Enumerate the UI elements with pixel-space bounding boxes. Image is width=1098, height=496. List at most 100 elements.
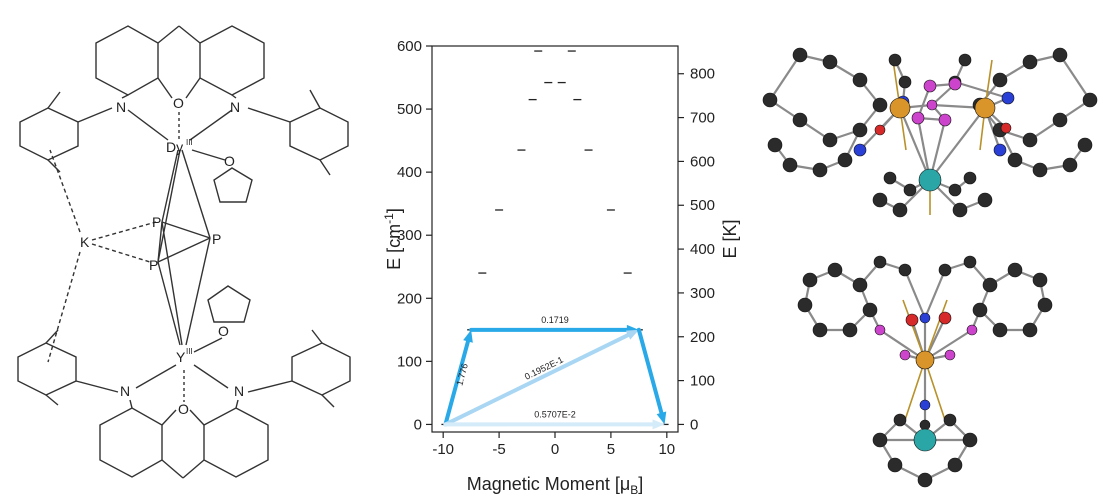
bond-stick [769, 54, 801, 101]
left-y-axis-ticks: 0 100 200 300 400 500 600 [397, 38, 432, 433]
bond [247, 380, 293, 393]
atom-labels: O N N Dy III O P P P K O Y III N N O [80, 95, 244, 417]
atom-ball [792, 112, 808, 128]
bond [247, 107, 291, 123]
bond [157, 221, 163, 263]
left-y-tick-label: 600 [397, 38, 422, 55]
atom-ball [883, 171, 897, 185]
atom-ball [913, 428, 937, 452]
atom-ball [887, 457, 903, 473]
atom-ball [943, 413, 957, 427]
atom-ball [911, 111, 925, 125]
left-y-tick-label: 500 [397, 101, 422, 118]
bond [161, 221, 211, 239]
atom-label-k: K [80, 234, 90, 250]
atom-ball [899, 349, 911, 361]
transition-arrow [469, 324, 639, 335]
atom-ball [918, 168, 942, 192]
atom-ball [873, 255, 887, 269]
bond-stick [923, 269, 947, 319]
aryl-ring-top-left [19, 107, 79, 161]
atom-ball [802, 272, 818, 288]
bond [161, 149, 179, 223]
atom-ball [938, 263, 952, 277]
bond [161, 221, 183, 346]
atom-ball [1000, 122, 1012, 134]
bond [157, 261, 181, 346]
atom-ball [898, 263, 912, 277]
atom-ball [872, 432, 888, 448]
atom-ball [1001, 91, 1015, 105]
bond [161, 459, 184, 479]
bond [309, 89, 321, 109]
transition-arrow [636, 327, 667, 425]
transition-arrow [443, 419, 665, 430]
x-tick-label: -5 [492, 441, 505, 458]
atom-ball [874, 124, 886, 136]
atom-ball [782, 157, 798, 173]
bond [191, 149, 226, 161]
atom-ball [992, 322, 1008, 338]
atom-ball [919, 399, 931, 411]
atom-ball [948, 77, 962, 91]
crystal-structure-top-view [762, 47, 1098, 218]
atom-ball [977, 192, 993, 208]
atom-ball [822, 132, 838, 148]
atom-ball [842, 322, 858, 338]
bond [45, 394, 59, 406]
atom-label-y-oxidation: III [186, 347, 193, 356]
bond [181, 149, 211, 239]
atom-ball [915, 350, 935, 370]
atom-ball [797, 297, 813, 313]
atom-ball [1037, 297, 1053, 313]
atom-ball [919, 419, 931, 431]
atom-ball [893, 413, 907, 427]
thf-ring-top [213, 167, 253, 203]
right-y-tick-label: 700 [690, 110, 715, 127]
right-y-tick-label: 800 [690, 66, 715, 83]
atom-ball [1032, 272, 1048, 288]
atom-ball [792, 47, 808, 63]
bond [121, 94, 129, 99]
atom-ball [892, 202, 908, 218]
atom-ball [853, 143, 867, 157]
dashed-bond [49, 149, 81, 233]
bond [182, 459, 205, 479]
atom-label-o-thf-top: O [224, 153, 235, 169]
atom-ball [872, 97, 888, 113]
bond [157, 77, 173, 99]
bond [178, 25, 201, 44]
atom-ball [966, 324, 978, 336]
left-y-tick-label: 0 [414, 416, 422, 433]
plot-frame [431, 45, 679, 433]
atom-label-dy: Dy [166, 139, 183, 155]
left-y-tick-label: 100 [397, 353, 422, 370]
atom-ball [1062, 157, 1078, 173]
bond [189, 109, 233, 141]
atom-ball [993, 143, 1007, 157]
atom-ball [992, 72, 1008, 88]
atom-label-o-bottom: O [178, 401, 189, 417]
left-y-axis-label: E [cm-1] [382, 208, 404, 270]
x-tick-label: 10 [658, 441, 675, 458]
atom-label-n-top-left: N [116, 99, 126, 115]
atom-ball [963, 255, 977, 269]
atom-ball [938, 311, 952, 325]
xanthene-bottom-left-ring [99, 407, 163, 478]
atom-ball [898, 75, 912, 89]
bond [157, 25, 180, 44]
moment-vector [902, 299, 926, 361]
xanthene-bottom-right-ring [203, 407, 269, 478]
bond [75, 380, 119, 393]
atom-ball [852, 72, 868, 88]
moment-vector [924, 359, 946, 421]
x-tick-label: 5 [607, 441, 615, 458]
transition-label: 0.5707E-2 [534, 409, 576, 419]
bond [311, 329, 323, 344]
bond-stick [954, 80, 1009, 100]
atom-ball [874, 324, 886, 336]
atom-ball [944, 349, 956, 361]
atom-ball [1082, 92, 1098, 108]
bond [157, 149, 181, 263]
